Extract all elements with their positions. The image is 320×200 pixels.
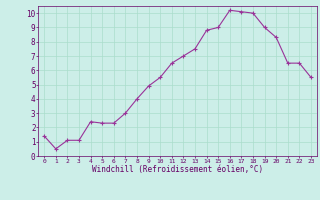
- X-axis label: Windchill (Refroidissement éolien,°C): Windchill (Refroidissement éolien,°C): [92, 165, 263, 174]
